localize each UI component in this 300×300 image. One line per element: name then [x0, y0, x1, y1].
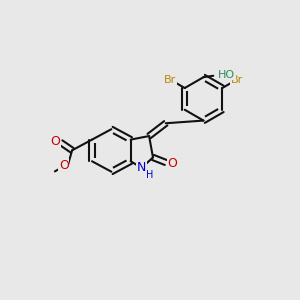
Text: O: O — [59, 159, 69, 172]
Text: O: O — [167, 157, 177, 170]
Text: HO: HO — [218, 70, 235, 80]
Text: O: O — [50, 135, 60, 148]
Text: H: H — [146, 170, 154, 180]
Text: Br: Br — [164, 75, 177, 85]
Text: Br: Br — [230, 75, 243, 85]
Text: N: N — [137, 161, 146, 174]
